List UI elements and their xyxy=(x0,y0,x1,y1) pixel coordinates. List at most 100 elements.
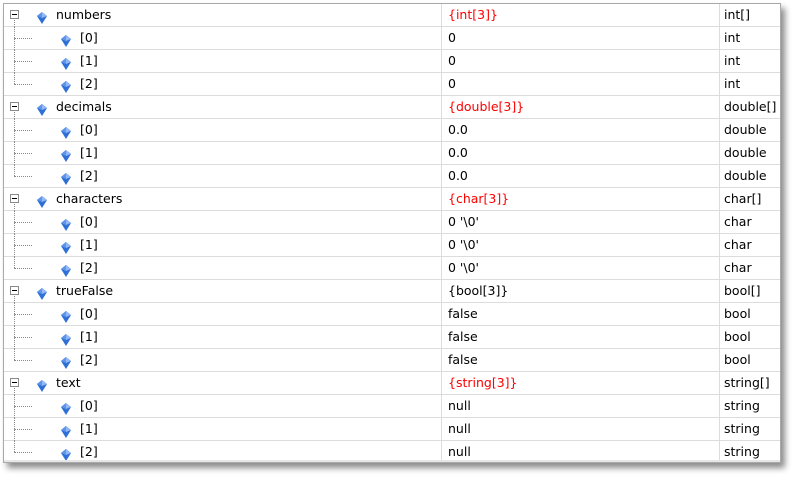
value-cell[interactable]: 0.0 xyxy=(441,142,719,164)
type-cell: int xyxy=(719,50,780,72)
variable-icon xyxy=(36,9,48,24)
value-cell[interactable]: false xyxy=(441,349,719,371)
type-cell: int xyxy=(719,73,780,95)
name-cell: [2] xyxy=(4,349,440,371)
value-cell[interactable]: null xyxy=(441,441,719,462)
tree-line xyxy=(14,20,15,27)
element-index: [0] xyxy=(80,306,98,321)
element-index: [2] xyxy=(80,260,98,275)
torn-edge xyxy=(4,460,780,462)
value-cell[interactable]: false xyxy=(441,303,719,325)
tree-row-element[interactable]: [2] 0 int xyxy=(4,73,780,96)
value-cell[interactable]: 0 '\0' xyxy=(441,234,719,256)
value-cell[interactable]: 0 '\0' xyxy=(441,211,719,233)
collapse-toggle-icon[interactable] xyxy=(10,194,19,203)
tree-row-trueFalse[interactable]: trueFalse {bool[3]} bool[] xyxy=(4,280,780,303)
tree-row-element[interactable]: [1] 0.0 double xyxy=(4,142,780,165)
name-cell: [0] xyxy=(4,211,440,234)
type-cell: char xyxy=(719,257,780,279)
tree-row-element[interactable]: [1] false bool xyxy=(4,326,780,349)
type-cell: string[] xyxy=(719,372,780,394)
tree-row-text[interactable]: text {string[3]} string[] xyxy=(4,372,780,395)
tree-line xyxy=(14,73,15,84)
tree-line xyxy=(14,268,32,269)
variable-tree-grid: numbers {int[3]} int[] [0] 0 int [1] 0 int [2] 0 in… xyxy=(4,4,780,462)
tree-row-element[interactable]: [2] 0 '\0' char xyxy=(4,257,780,280)
value-cell[interactable]: 0 xyxy=(441,27,719,49)
name-cell: [2] xyxy=(4,257,440,279)
value-cell[interactable]: false xyxy=(441,326,719,348)
value-cell[interactable]: 0.0 xyxy=(441,165,719,187)
tree-line xyxy=(14,388,15,395)
value-cell[interactable]: {bool[3]} xyxy=(441,280,719,302)
value-cell[interactable]: {int[3]} xyxy=(441,4,719,26)
tree-row-element[interactable]: [0] 0.0 double xyxy=(4,119,780,142)
tree-line xyxy=(14,204,15,211)
debugger-watch-window: numbers {int[3]} int[] [0] 0 int [1] 0 int [2] 0 in… xyxy=(3,3,781,463)
value-cell[interactable]: 0 xyxy=(441,50,719,72)
tree-row-element[interactable]: [0] null string xyxy=(4,395,780,418)
value-cell[interactable]: null xyxy=(441,418,719,440)
tree-line xyxy=(14,314,32,315)
type-cell: bool xyxy=(719,303,780,325)
tree-row-element[interactable]: [0] 0 int xyxy=(4,27,780,50)
tree-line xyxy=(14,452,32,453)
tree-line xyxy=(14,349,15,360)
name-cell: [1] xyxy=(4,142,440,165)
tree-row-characters[interactable]: characters {char[3]} char[] xyxy=(4,188,780,211)
tree-row-element[interactable]: [2] null string xyxy=(4,441,780,462)
element-index: [0] xyxy=(80,214,98,229)
type-cell: bool xyxy=(719,349,780,371)
tree-line xyxy=(14,296,15,303)
tree-row-numbers[interactable]: numbers {int[3]} int[] xyxy=(4,4,780,27)
tree-row-element[interactable]: [0] 0 '\0' char xyxy=(4,211,780,234)
name-cell: [1] xyxy=(4,418,440,441)
collapse-toggle-icon[interactable] xyxy=(10,286,19,295)
variable-icon xyxy=(60,55,72,70)
tree-row-element[interactable]: [1] 0 int xyxy=(4,50,780,73)
value-cell[interactable]: 0.0 xyxy=(441,119,719,141)
name-cell: [1] xyxy=(4,234,440,257)
value-cell[interactable]: 0 '\0' xyxy=(441,257,719,279)
variable-name: numbers xyxy=(56,7,112,22)
type-cell: string xyxy=(719,395,780,417)
variable-name: characters xyxy=(56,191,123,206)
element-index: [2] xyxy=(80,444,98,459)
name-cell: [0] xyxy=(4,119,440,142)
variable-icon xyxy=(60,331,72,346)
value-cell[interactable]: 0 xyxy=(441,73,719,95)
tree-row-element[interactable]: [2] 0.0 double xyxy=(4,165,780,188)
tree-line xyxy=(14,441,15,452)
tree-row-element[interactable]: [1] 0 '\0' char xyxy=(4,234,780,257)
element-index: [0] xyxy=(80,398,98,413)
variable-name: decimals xyxy=(56,99,112,114)
value-cell[interactable]: {string[3]} xyxy=(441,372,719,394)
element-index: [1] xyxy=(80,53,98,68)
tree-row-element[interactable]: [2] false bool xyxy=(4,349,780,372)
tree-row-element[interactable]: [0] false bool xyxy=(4,303,780,326)
tree-line xyxy=(14,406,32,407)
value-cell[interactable]: null xyxy=(441,395,719,417)
variable-icon xyxy=(36,377,48,392)
variable-icon xyxy=(60,216,72,231)
name-cell: [0] xyxy=(4,395,440,418)
tree-line xyxy=(14,130,32,131)
collapse-toggle-icon[interactable] xyxy=(10,10,19,19)
type-cell: bool[] xyxy=(719,280,780,302)
collapse-toggle-icon[interactable] xyxy=(10,378,19,387)
name-cell: decimals xyxy=(4,96,440,119)
type-cell: int xyxy=(719,27,780,49)
variable-name: trueFalse xyxy=(56,283,114,298)
variable-icon xyxy=(60,147,72,162)
tree-row-element[interactable]: [1] null string xyxy=(4,418,780,441)
variable-icon xyxy=(36,285,48,300)
tree-line xyxy=(14,61,32,62)
tree-row-decimals[interactable]: decimals {double[3]} double[] xyxy=(4,96,780,119)
name-cell: characters xyxy=(4,188,440,211)
collapse-toggle-icon[interactable] xyxy=(10,102,19,111)
tree-line xyxy=(14,153,32,154)
variable-icon xyxy=(60,400,72,415)
tree-line xyxy=(14,165,15,176)
value-cell[interactable]: {double[3]} xyxy=(441,96,719,118)
value-cell[interactable]: {char[3]} xyxy=(441,188,719,210)
